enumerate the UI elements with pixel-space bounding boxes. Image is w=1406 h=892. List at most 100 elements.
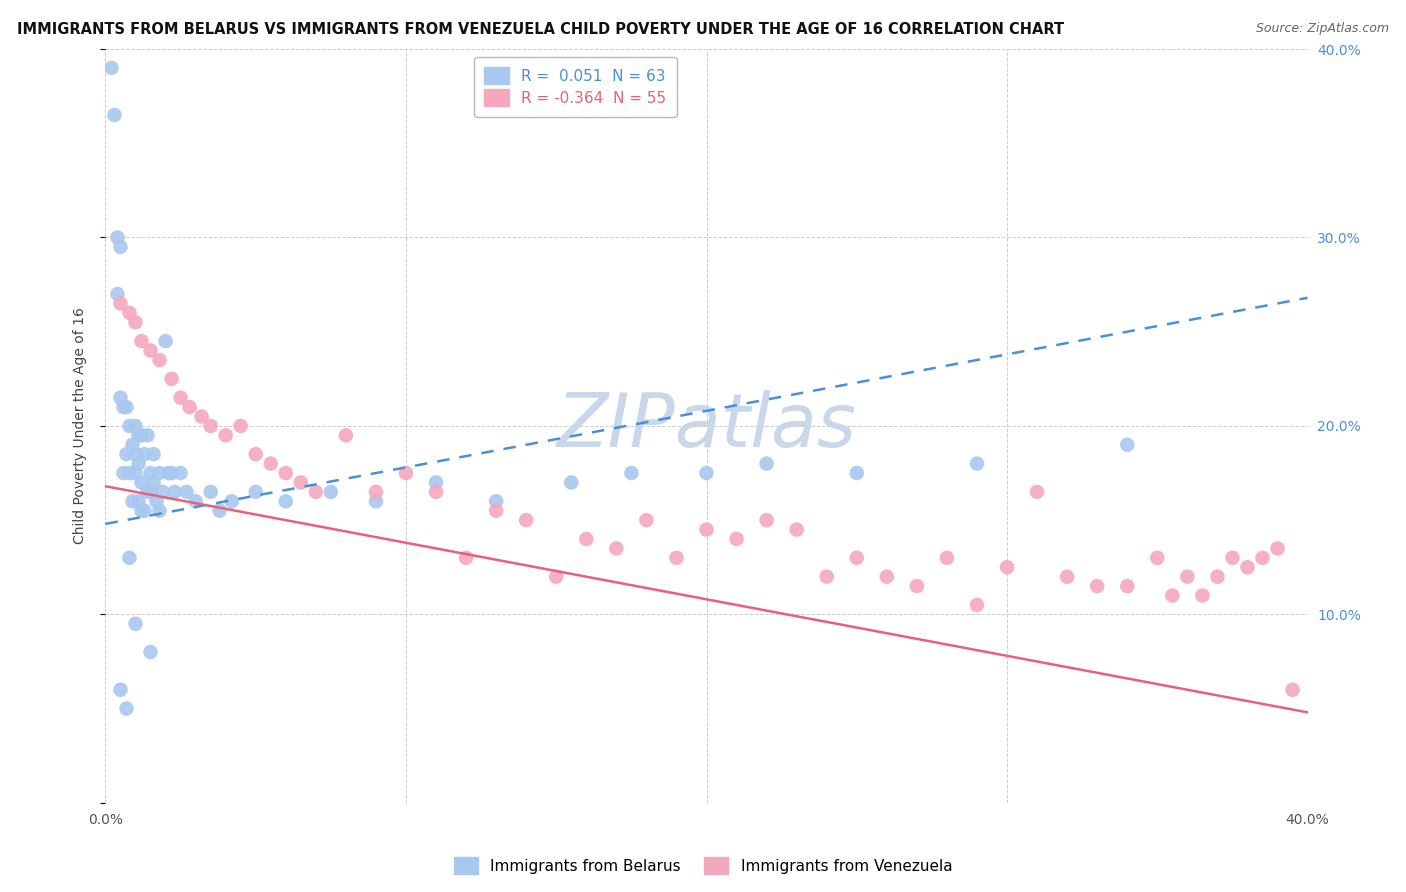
- Point: [112, 400, 135, 414]
- Point: [107, 230, 129, 244]
- Point: [845, 550, 868, 565]
- Point: [131, 428, 153, 442]
- Point: [152, 484, 174, 499]
- Point: [200, 484, 222, 499]
- Point: [605, 541, 627, 556]
- Point: [176, 484, 198, 499]
- Point: [118, 419, 141, 434]
- Point: [107, 287, 129, 301]
- Point: [208, 504, 231, 518]
- Legend: Immigrants from Belarus, Immigrants from Venezuela: Immigrants from Belarus, Immigrants from…: [447, 851, 959, 880]
- Point: [103, 108, 125, 122]
- Point: [124, 315, 146, 329]
- Point: [274, 466, 297, 480]
- Point: [274, 494, 297, 508]
- Point: [305, 484, 328, 499]
- Point: [335, 428, 357, 442]
- Point: [364, 494, 387, 508]
- Point: [1026, 484, 1049, 499]
- Point: [128, 457, 150, 471]
- Point: [157, 466, 180, 480]
- Point: [560, 475, 582, 490]
- Point: [575, 532, 598, 546]
- Point: [115, 400, 138, 414]
- Point: [636, 513, 658, 527]
- Point: [110, 240, 132, 254]
- Point: [124, 447, 146, 461]
- Point: [134, 504, 156, 518]
- Text: Source: ZipAtlas.com: Source: ZipAtlas.com: [1256, 22, 1389, 36]
- Point: [260, 457, 283, 471]
- Point: [142, 475, 165, 490]
- Point: [995, 560, 1018, 574]
- Point: [515, 513, 537, 527]
- Point: [1056, 570, 1078, 584]
- Point: [214, 428, 236, 442]
- Point: [1281, 682, 1303, 697]
- Point: [128, 428, 150, 442]
- Point: [163, 484, 186, 499]
- Point: [425, 475, 447, 490]
- Point: [229, 419, 252, 434]
- Point: [1116, 438, 1139, 452]
- Point: [148, 353, 170, 368]
- Point: [179, 400, 201, 414]
- Point: [131, 475, 153, 490]
- Point: [1161, 589, 1184, 603]
- Point: [110, 296, 132, 310]
- Point: [245, 447, 267, 461]
- Point: [966, 598, 988, 612]
- Point: [1236, 560, 1258, 574]
- Point: [139, 484, 162, 499]
- Point: [221, 494, 243, 508]
- Point: [145, 494, 167, 508]
- Point: [1222, 550, 1244, 565]
- Point: [115, 447, 138, 461]
- Point: [485, 504, 508, 518]
- Point: [696, 466, 718, 480]
- Point: [425, 484, 447, 499]
- Point: [160, 466, 183, 480]
- Point: [245, 484, 267, 499]
- Point: [139, 645, 162, 659]
- Point: [395, 466, 418, 480]
- Point: [134, 447, 156, 461]
- Point: [620, 466, 643, 480]
- Point: [112, 466, 135, 480]
- Point: [1251, 550, 1274, 565]
- Point: [546, 570, 568, 584]
- Point: [1146, 550, 1168, 565]
- Point: [1116, 579, 1139, 593]
- Point: [118, 466, 141, 480]
- Point: [124, 419, 146, 434]
- Point: [876, 570, 898, 584]
- Point: [319, 484, 342, 499]
- Point: [118, 306, 141, 320]
- Point: [142, 447, 165, 461]
- Point: [454, 550, 477, 565]
- Point: [184, 494, 207, 508]
- Point: [190, 409, 212, 424]
- Y-axis label: Child Poverty Under the Age of 16: Child Poverty Under the Age of 16: [73, 308, 87, 544]
- Point: [131, 504, 153, 518]
- Point: [139, 466, 162, 480]
- Point: [160, 372, 183, 386]
- Point: [110, 682, 132, 697]
- Point: [131, 334, 153, 348]
- Point: [696, 523, 718, 537]
- Point: [128, 494, 150, 508]
- Point: [936, 550, 959, 565]
- Point: [815, 570, 838, 584]
- Point: [115, 701, 138, 715]
- Point: [1085, 579, 1108, 593]
- Point: [118, 550, 141, 565]
- Point: [485, 494, 508, 508]
- Point: [1191, 589, 1213, 603]
- Text: ZIPatlas: ZIPatlas: [557, 390, 856, 462]
- Point: [139, 343, 162, 358]
- Text: IMMIGRANTS FROM BELARUS VS IMMIGRANTS FROM VENEZUELA CHILD POVERTY UNDER THE AGE: IMMIGRANTS FROM BELARUS VS IMMIGRANTS FR…: [17, 22, 1064, 37]
- Point: [124, 616, 146, 631]
- Point: [755, 457, 778, 471]
- Point: [155, 334, 177, 348]
- Point: [169, 466, 191, 480]
